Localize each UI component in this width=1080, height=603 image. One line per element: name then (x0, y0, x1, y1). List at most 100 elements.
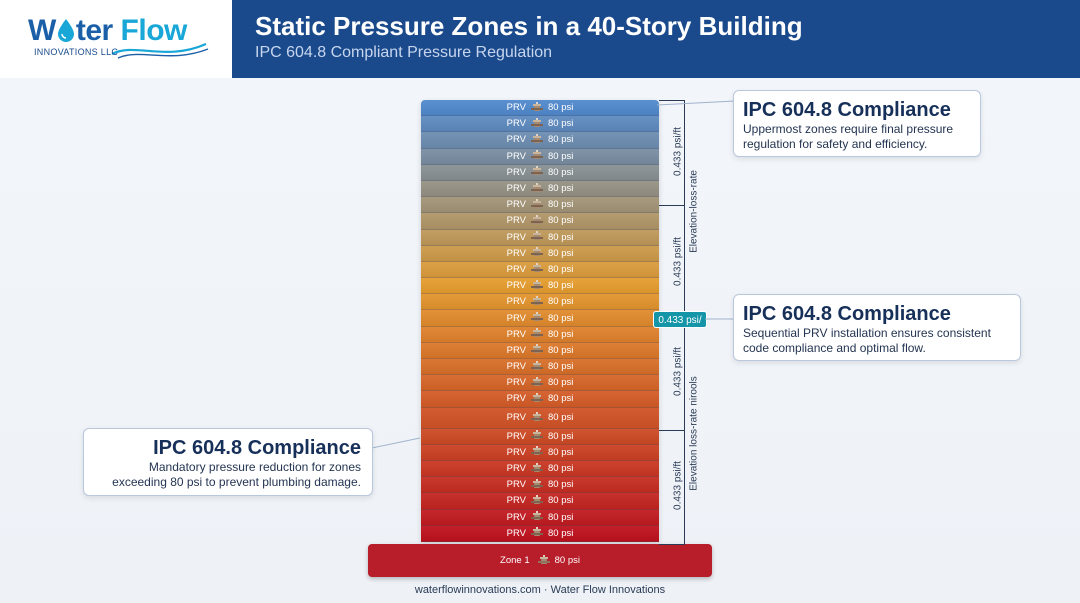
callout-title: IPC 604.8 Compliance (743, 99, 951, 121)
rail-elevation-label: Elevation-loss-rate (688, 170, 700, 253)
floor-prv-row[interactable]: PRV 80 psi (421, 294, 659, 311)
pressure-label: 80 psi (548, 247, 574, 259)
pressure-label: 80 psi (548, 150, 574, 162)
prv-valve-icon (531, 411, 543, 421)
floor-prv-row[interactable]: PRV 80 psi (421, 100, 659, 117)
prv-valve-icon (531, 527, 543, 537)
page-subtitle: IPC 604.8 Compliant Pressure Regulation (255, 44, 553, 61)
floor-prv-row[interactable]: PRV 80 psi (421, 116, 659, 133)
floor-prv-row[interactable]: PRV 80 psi (421, 245, 659, 262)
floor-prv-row[interactable]: PRV 80 psi (421, 407, 659, 429)
floor-prv-row[interactable]: PRV 80 psi (421, 375, 659, 392)
prv-label: PRV (506, 511, 526, 523)
prv-label: PRV (506, 361, 526, 373)
pressure-label: 80 psi (548, 511, 574, 523)
prv-label: PRV (506, 377, 526, 389)
floor-prv-row[interactable]: PRV 80 psi (421, 148, 659, 165)
floor-prv-row[interactable]: PRV 80 psi (421, 460, 659, 478)
floor-prv-row[interactable]: PRV 80 psi (421, 525, 659, 542)
prv-label: PRV (506, 263, 526, 275)
floor-prv-row[interactable]: PRV 80 psi (421, 391, 659, 408)
rail-rate-label: 0.433 psi/ft (672, 461, 684, 510)
building-tower: PRV 80 psi PRV 80 psi PRV 80 psi PRV 80 psi PRV 8… (421, 100, 659, 542)
prv-label: PRV (506, 296, 526, 308)
floor-prv-row[interactable]: PRV 80 psi (421, 180, 659, 198)
pressure-label: 80 psi (548, 361, 574, 373)
floor-prv-row[interactable]: PRV 80 psi (421, 493, 659, 510)
rail-tick (659, 430, 685, 431)
floor-prv-row[interactable]: PRV 80 psi (421, 213, 659, 230)
floor-prv-row[interactable]: PRV 80 psi (421, 310, 659, 327)
zone-1-base[interactable]: Zone 1 80 psi (368, 544, 712, 577)
floor-prv-row[interactable]: PRV 80 psi (421, 229, 659, 246)
pressure-label: 80 psi (548, 199, 574, 211)
pressure-label: 80 psi (548, 134, 574, 146)
floor-prv-row[interactable]: PRV 80 psi (421, 261, 659, 279)
prv-valve-icon (531, 198, 543, 208)
pressure-label: 80 psi (548, 344, 574, 356)
floor-prv-row[interactable]: PRV 80 psi (421, 359, 659, 376)
prv-valve-icon (531, 117, 543, 127)
logo-subtitle: INNOVATIONS LLC (34, 47, 119, 57)
prv-label: PRV (506, 102, 526, 114)
pressure-label: 80 psi (548, 263, 574, 275)
floor-prv-row[interactable]: PRV 80 psi (421, 164, 659, 181)
prv-valve-icon (531, 231, 543, 241)
callout-text: Uppermost zones require final pressure (743, 122, 954, 136)
callout-text: exceeding 80 psi to prevent plumbing dam… (112, 475, 361, 489)
prv-label: PRV (506, 393, 526, 405)
rail-rate-label: 0.433 psi/ft (672, 347, 684, 396)
page-title: Static Pressure Zones in a 40-Story Buil… (255, 11, 803, 41)
prv-valve-icon (531, 247, 543, 257)
floor-prv-row[interactable]: PRV 80 psi (421, 197, 659, 214)
floor-prv-row[interactable]: PRV 80 psi (421, 326, 659, 343)
rail-tick (659, 544, 685, 545)
pressure-label: 80 psi (548, 527, 574, 539)
prv-valve-icon (537, 554, 550, 564)
pressure-label: 80 psi (548, 296, 574, 308)
prv-valve-icon (531, 511, 543, 521)
prv-valve-icon (531, 312, 543, 322)
prv-label: PRV (506, 247, 526, 259)
prv-valve-icon (531, 263, 543, 273)
prv-label: PRV (506, 430, 526, 442)
prv-valve-icon (531, 279, 543, 289)
floor-prv-row[interactable]: PRV 80 psi (421, 509, 659, 526)
rail-elevation-label: Elevation loss-rate nirools (688, 376, 700, 491)
prv-label: PRV (506, 183, 526, 195)
callout-text: code compliance and optimal flow. (743, 341, 926, 355)
wave-icon (111, 42, 209, 59)
pressure-label: 80 psi (548, 412, 574, 424)
pressure-label: 80 psi (548, 280, 574, 292)
prv-label: PRV (506, 215, 526, 227)
callout-upper-zones: IPC 604.8 Compliance Uppermost zones req… (733, 90, 981, 157)
prv-valve-icon (531, 392, 543, 402)
floor-prv-row[interactable]: PRV 80 psi (421, 342, 659, 359)
prv-valve-icon (531, 430, 543, 440)
prv-label: PRV (506, 495, 526, 507)
prv-label: PRV (506, 328, 526, 340)
pressure-label: 80 psi (548, 183, 574, 195)
floor-prv-row[interactable]: PRV 80 psi (421, 132, 659, 149)
prv-valve-icon (531, 133, 543, 143)
callout-sequential-prv: IPC 604.8 Compliance Sequential PRV inst… (733, 294, 1021, 361)
prv-valve-icon (531, 360, 543, 370)
prv-valve-icon (531, 446, 543, 456)
rail-tick (659, 205, 685, 206)
callout-text: regulation for safety and efficiency. (743, 137, 928, 151)
pressure-label: 80 psi (548, 328, 574, 340)
floor-prv-row[interactable]: PRV 80 psi (421, 428, 659, 445)
floor-prv-row[interactable]: PRV 80 psi (421, 444, 659, 461)
prv-label: PRV (506, 199, 526, 211)
pressure-label: 80 psi (548, 118, 574, 130)
rail-tick (659, 100, 685, 101)
prv-label: PRV (506, 231, 526, 243)
floor-prv-row[interactable]: PRV 80 psi (421, 477, 659, 494)
pressure-label: 80 psi (548, 479, 574, 491)
prv-label: PRV (506, 344, 526, 356)
floor-prv-row[interactable]: PRV 80 psi (421, 278, 659, 295)
pressure-label: 80 psi (548, 166, 574, 178)
pressure-label: 80 psi (548, 102, 574, 114)
